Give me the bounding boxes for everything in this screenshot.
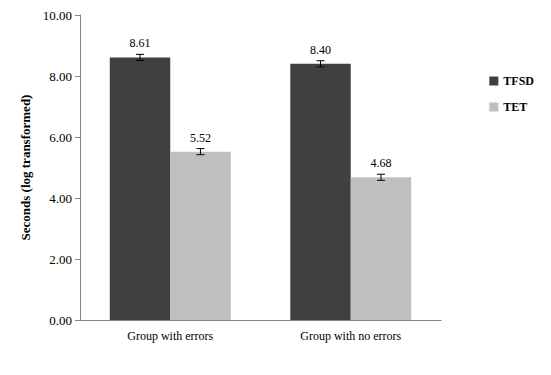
svg-text:0.00: 0.00 <box>49 313 72 328</box>
svg-text:TET: TET <box>503 100 527 114</box>
svg-text:6.00: 6.00 <box>49 130 72 145</box>
svg-text:2.00: 2.00 <box>49 252 72 267</box>
svg-text:Seconds (log transformed): Seconds (log transformed) <box>18 95 33 241</box>
svg-text:Group with no errors: Group with no errors <box>300 329 401 343</box>
svg-text:5.52: 5.52 <box>190 131 211 145</box>
svg-text:10.00: 10.00 <box>43 8 72 23</box>
svg-text:TFSD: TFSD <box>503 74 534 88</box>
svg-text:8.61: 8.61 <box>130 36 151 50</box>
svg-text:8.40: 8.40 <box>310 43 331 57</box>
svg-text:4.68: 4.68 <box>370 156 391 170</box>
svg-text:Group with errors: Group with errors <box>127 329 213 343</box>
svg-text:8.00: 8.00 <box>49 69 72 84</box>
svg-text:4.00: 4.00 <box>49 191 72 206</box>
